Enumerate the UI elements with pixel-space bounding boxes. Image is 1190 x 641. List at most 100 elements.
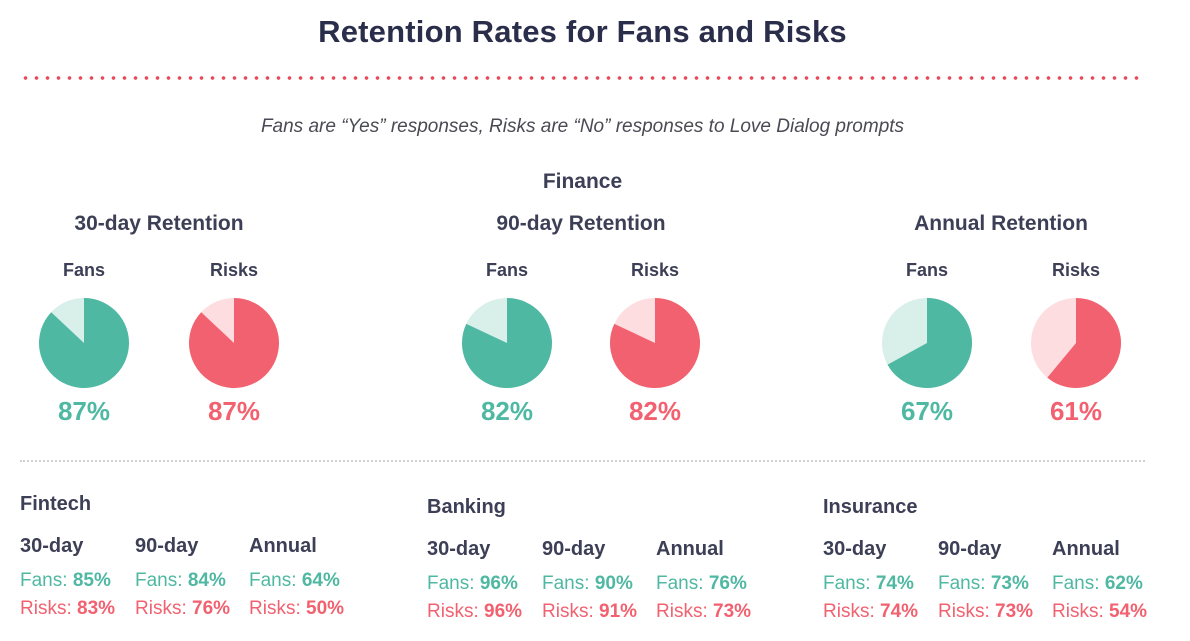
risks-line: Risks: 76% [135,598,250,620]
risks-line: Risks: 73% [656,601,771,623]
pie-fans: Fans 67% [872,260,982,427]
pie-fans: Fans 87% [29,260,139,427]
fans-value: 85% [72,570,111,591]
industry-name: Fintech [20,493,92,515]
series-label: Risks [1051,260,1101,280]
fans-value: 73% [990,573,1029,594]
column-head: 30-day [427,538,491,560]
fans-label: Fans: [938,573,986,594]
risks-line: Risks: 91% [542,601,657,623]
fans-value: 90% [594,573,633,594]
column-head: Annual [656,538,724,560]
fans-line: Fans: 90% [542,573,657,595]
risks-value: 54% [1109,601,1148,622]
risks-label: Risks: [1052,601,1104,622]
fans-label: Fans: [656,573,704,594]
fans-value: 76% [708,573,747,594]
column-head: Annual [249,535,317,557]
fans-label: Fans: [542,573,590,594]
risks-value: 74% [880,601,919,622]
group-title: 30-day Retention [74,212,244,235]
pie-value: 87% [207,396,261,426]
group-title: 90-day Retention [496,212,666,235]
pie-slice-risks [189,298,279,388]
industry-column: 90-day Fans: 84% Risks: 76% [135,535,250,620]
series-label: Risks [630,260,680,280]
industry-column: Annual Fans: 64% Risks: 50% [249,535,364,620]
industry-fintech: Fintech 30-day Fans: 85% Risks: 83% 90-d… [20,493,380,619]
pie-slice-fans [887,298,972,388]
risks-value: 73% [713,601,752,622]
section-title: Finance [542,170,623,193]
pie-value: 61% [1049,396,1103,426]
industry-insurance: Insurance 30-day Fans: 74% Risks: 74% 90… [823,496,1183,622]
risks-line: Risks: 96% [427,601,542,623]
series-label: Risks [209,260,259,280]
fans-value: 64% [301,570,340,591]
column-head: 90-day [135,535,199,557]
pie-risks: Risks 61% [1021,260,1131,427]
risks-value: 50% [306,598,345,619]
risks-label: Risks: [938,601,990,622]
column-head: 90-day [938,538,1002,560]
risks-label: Risks: [656,601,708,622]
pie-chart-fans [882,298,972,388]
column-head: Annual [1052,538,1120,560]
industry-name: Insurance [823,496,918,518]
pie-chart-risks [610,298,700,388]
pie-slice-risks [1047,298,1121,388]
industry-name: Banking [427,496,506,518]
pie-chart-fans [39,298,129,388]
industry-column: 30-day Fans: 74% Risks: 74% [823,538,938,623]
dotted-divider [20,75,1145,81]
risks-line: Risks: 74% [823,601,938,623]
industry-column: 30-day Fans: 96% Risks: 96% [427,538,542,623]
risks-line: Risks: 50% [249,598,364,620]
industry-column: 90-day Fans: 90% Risks: 91% [542,538,657,623]
fans-line: Fans: 62% [1052,573,1167,595]
fans-value: 74% [875,573,914,594]
retention-group-30-day: 30-day Retention Fans 87% Risks 87% [19,212,299,432]
fans-label: Fans: [823,573,871,594]
column-head: 30-day [20,535,84,557]
pie-value: 82% [628,396,682,426]
pie-risks: Risks 82% [600,260,710,427]
pie-chart-risks [1031,298,1121,388]
risks-value: 73% [995,601,1034,622]
fans-value: 84% [187,570,226,591]
fans-line: Fans: 64% [249,570,364,592]
risks-value: 76% [192,598,231,619]
risks-line: Risks: 83% [20,598,135,620]
fans-line: Fans: 84% [135,570,250,592]
pie-value: 67% [900,396,954,426]
fans-line: Fans: 74% [823,573,938,595]
retention-group-annual: Annual Retention Fans 67% Risks 61% [861,212,1141,432]
page-title: Retention Rates for Fans and Risks [318,14,847,49]
risks-value: 91% [599,601,638,622]
pie-slice-fans [462,298,552,388]
fans-value: 62% [1104,573,1143,594]
pie-value: 87% [57,396,111,426]
fans-line: Fans: 76% [656,573,771,595]
risks-label: Risks: [427,601,479,622]
industry-column: 90-day Fans: 73% Risks: 73% [938,538,1053,623]
pie-chart-fans [462,298,552,388]
pie-value: 82% [480,396,534,426]
column-head: 90-day [542,538,606,560]
series-label: Fans [485,260,528,280]
pie-slice-risks [610,298,700,388]
pie-fans: Fans 82% [452,260,562,427]
column-head: 30-day [823,538,887,560]
risks-line: Risks: 73% [938,601,1053,623]
risks-label: Risks: [542,601,594,622]
fans-line: Fans: 85% [20,570,135,592]
risks-label: Risks: [823,601,875,622]
fans-label: Fans: [249,570,297,591]
fans-label: Fans: [1052,573,1100,594]
risks-label: Risks: [135,598,187,619]
series-label: Fans [905,260,948,280]
industry-column: Annual Fans: 76% Risks: 73% [656,538,771,623]
risks-line: Risks: 54% [1052,601,1167,623]
pie-risks: Risks 87% [179,260,289,427]
risks-value: 96% [484,601,523,622]
